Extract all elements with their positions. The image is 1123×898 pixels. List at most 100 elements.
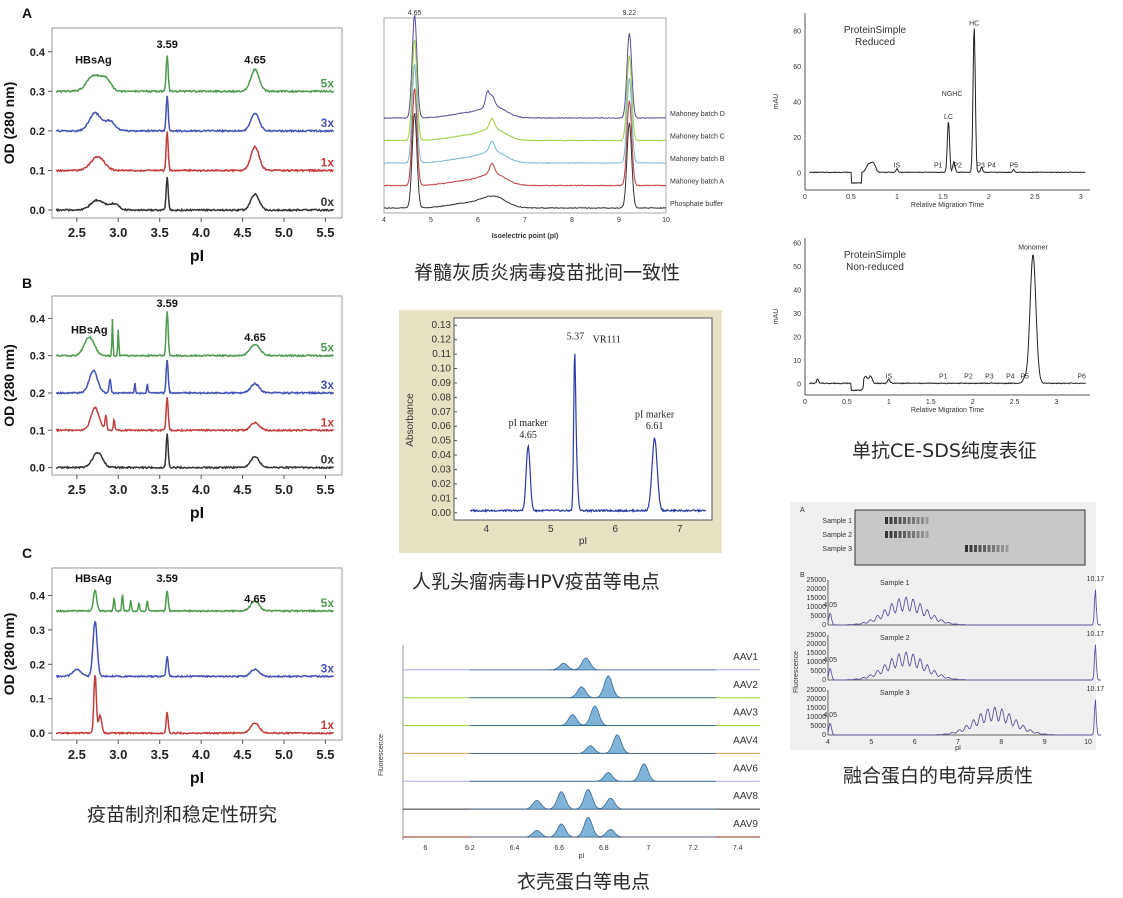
x-tick-label: 2: [971, 399, 975, 406]
chart-panel-c: C 0.0 0.1 0.2 0.3 0.4 2.5 3.0 3.5 4.0 4.5 5.0 5.5 pI O…: [1, 545, 343, 787]
x-tick-label: 9: [617, 217, 621, 224]
y-axis-label: mAU: [773, 309, 780, 325]
gel-band: [996, 545, 1000, 552]
chart-title: ProteinSimple: [844, 250, 907, 261]
x-tick-label: 4: [483, 524, 489, 535]
plot-frame: [383, 17, 667, 214]
y-tick-label: 0.01: [432, 493, 452, 504]
series-label-1x: 1x: [321, 415, 335, 429]
plot-frame: [51, 567, 343, 741]
y-axis-label: Fluorescence: [793, 651, 800, 693]
gel-band: [894, 531, 897, 538]
peak-annotation: 3.59: [156, 39, 177, 51]
y-tick-label: 5000: [810, 723, 826, 730]
x-tick-label: 5.0: [275, 747, 293, 762]
y-tick-label: 0.05: [432, 436, 452, 447]
plot-frame: [51, 295, 343, 476]
y-tick-label: 0.06: [432, 421, 452, 432]
y-tick-label: 5000: [810, 613, 826, 620]
x-axis-label: pI: [955, 745, 961, 752]
y-tick-label: 0: [822, 732, 826, 739]
gel-band: [903, 531, 906, 538]
x-tick-label: 7.2: [688, 845, 698, 852]
y-tick-label: 0.1: [30, 166, 45, 178]
x-tick-label: 4.0: [192, 225, 210, 240]
marker-label: 10.17: [1087, 686, 1105, 693]
y-axis-label: OD (280 nm): [1, 344, 17, 426]
x-tick-label: 7: [956, 739, 960, 746]
series-label-AAV6: AAV6: [733, 763, 758, 774]
x-tick-label: 6: [612, 524, 618, 535]
gel-band: [978, 545, 982, 552]
y-tick-label: 20000: [807, 641, 827, 648]
x-tick-label: 6.4: [510, 845, 520, 852]
gel-band: [912, 517, 915, 524]
series-line-5x: [55, 55, 335, 94]
gel-band: [921, 517, 924, 524]
gel-band: [907, 517, 911, 524]
chart-hpv-pi: 0.00 0.01 0.02 0.03 0.04 0.05 0.06 0.07 0.08 0.09…: [405, 317, 713, 547]
x-tick-label: 0.5: [842, 399, 852, 406]
gel-band: [894, 517, 897, 524]
x-tick-label: 10: [662, 217, 670, 224]
gel-lane-label: Sample 2: [822, 532, 852, 539]
peak-label: P4: [1006, 373, 1015, 380]
series-label-3x: 3x: [321, 661, 335, 675]
peak-label: P2: [964, 373, 973, 380]
gel-lane-label: Sample 1: [822, 518, 852, 525]
chart-panel-a: A 0.0 0.1 0.2 0.3 0.4 2.5 3.0 3.5 4.0 4.5 5.0 5.5 pI O…: [1, 5, 343, 265]
gel-band: [992, 545, 995, 552]
x-tick-label: 4.5: [234, 225, 252, 240]
x-tick-label: 6: [476, 217, 480, 224]
x-tick-label: 9: [1043, 739, 1047, 746]
x-tick-label: 5.5: [316, 747, 334, 762]
peak-label: LC: [944, 114, 953, 121]
x-tick-label: 8: [999, 739, 1003, 746]
x-tick-label: 1.5: [926, 399, 936, 406]
area-AAV3: [469, 705, 716, 726]
gel-band: [925, 517, 929, 524]
caption-capsid-pi: 衣壳蛋白等电点: [517, 871, 651, 893]
legend-label: Phosphate buffer: [670, 201, 724, 208]
gel-band: [912, 531, 915, 538]
area-AAV1: [469, 657, 716, 671]
series-label-5x: 5x: [321, 76, 335, 90]
marker-label: 4.05: [823, 657, 837, 664]
gel-band: [889, 531, 893, 538]
x-tick-label: 0: [803, 399, 807, 406]
gel-band: [1005, 545, 1009, 552]
gel-band: [903, 517, 906, 524]
peak-annotation: HBsAg: [75, 573, 112, 585]
y-tick-label: 0.0: [30, 463, 45, 475]
x-tick-label: 7.4: [733, 845, 743, 852]
gel-image: [854, 509, 1086, 566]
peak-annotation: HBsAg: [75, 55, 112, 67]
series-line-Phosphate buffer: [383, 112, 667, 209]
series-label-1x: 1x: [321, 156, 335, 170]
chart-ce-sds-reduced: 0 20 40 60 80 0 0.5 1 1.5 2 2.5 3 Relative Migration…: [773, 13, 1090, 209]
peak-annotation: 4.65: [408, 10, 422, 17]
y-tick-label: 25000: [807, 577, 827, 584]
y-tick-label: 0.10: [432, 364, 452, 375]
y-tick-label: 40: [793, 288, 801, 295]
series-line-3x: [55, 620, 335, 679]
gel-band: [1001, 545, 1004, 552]
y-tick-label: 0: [822, 677, 826, 684]
series-line-0x: [55, 176, 335, 213]
chart-subtitle: Reduced: [855, 37, 895, 48]
peak-label: P1: [934, 162, 943, 169]
electropherogram-line: [809, 28, 1086, 184]
peak-label: Monomer: [1018, 245, 1048, 252]
peak-annotation: 9.22: [623, 10, 637, 17]
marker-label: 10.17: [1087, 576, 1105, 583]
x-tick-label: 4.5: [234, 747, 252, 762]
x-tick-label: 2.5: [68, 482, 86, 497]
panel-letter: A: [22, 5, 32, 21]
x-axis-label: Relative Migration Time: [911, 202, 984, 209]
gel-band: [885, 531, 888, 538]
series-line-Mahoney batch C: [383, 39, 667, 142]
y-tick-label: 0: [797, 170, 801, 177]
y-tick-label: 0.09: [432, 378, 452, 389]
legend-label: Mahoney batch D: [670, 111, 725, 118]
gel-band: [925, 531, 929, 538]
